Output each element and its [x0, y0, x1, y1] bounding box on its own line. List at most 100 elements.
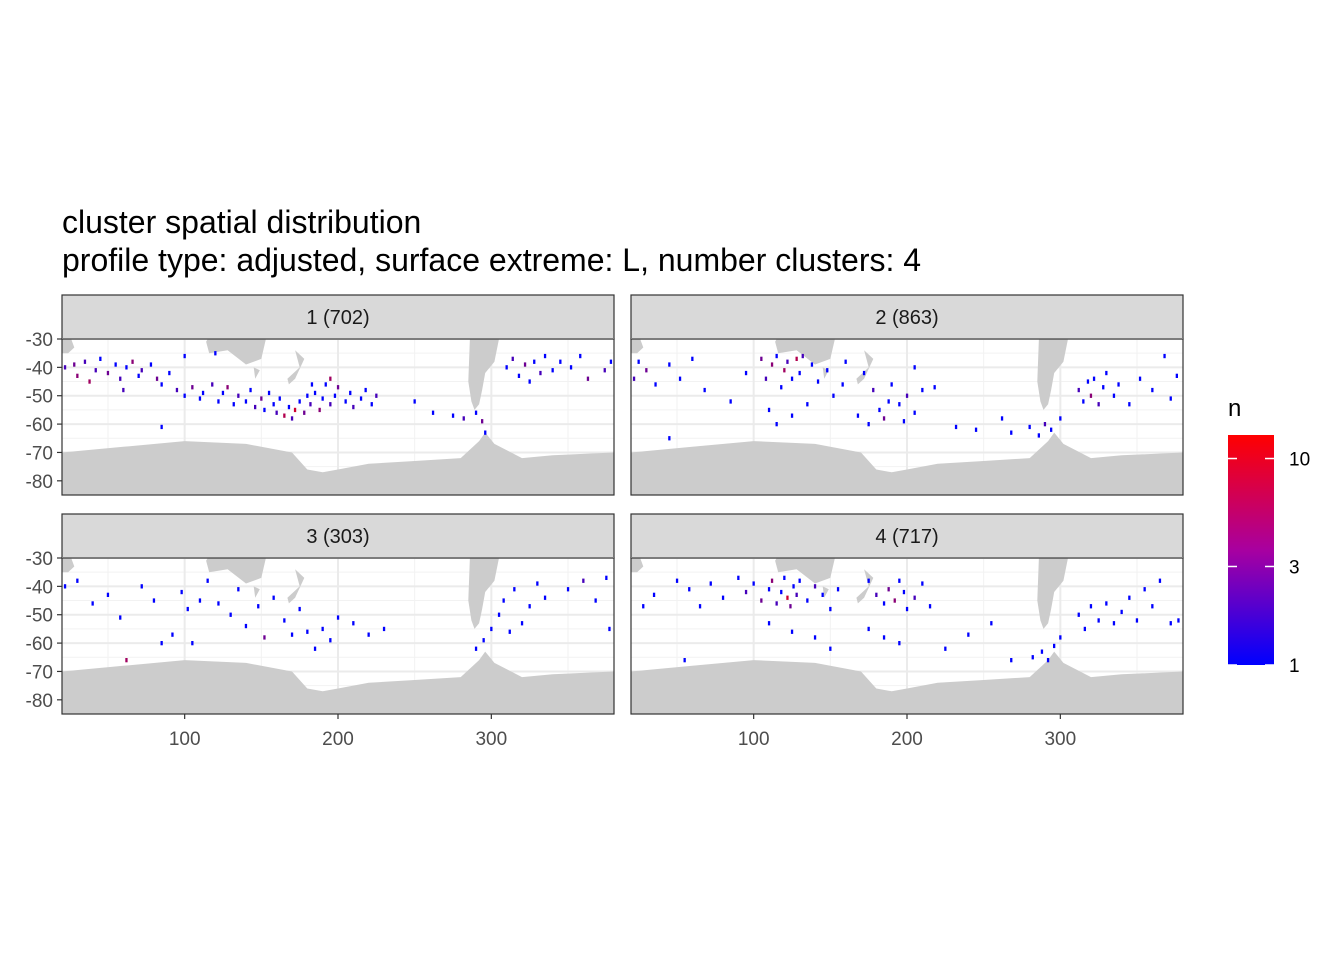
data-cell: [637, 359, 640, 364]
data-cell: [336, 385, 340, 390]
data-cell: [349, 390, 352, 396]
legend-tick-label: 1: [1289, 656, 1300, 677]
data-cell: [844, 359, 847, 364]
data-cell: [160, 424, 163, 430]
data-cell: [306, 393, 309, 398]
facet-strip: [61, 513, 615, 559]
data-cell: [344, 399, 347, 404]
data-cell: [201, 390, 205, 396]
data-cell: [902, 589, 906, 595]
data-cell: [91, 601, 94, 606]
data-cell: [1053, 643, 1056, 649]
data-cell: [913, 595, 916, 600]
data-cell: [137, 373, 140, 378]
data-cell: [160, 382, 163, 387]
data-cell: [789, 604, 792, 609]
data-cell: [798, 370, 801, 376]
data-cell: [160, 641, 163, 646]
y-tick-label: -50: [26, 606, 53, 627]
data-cell: [744, 370, 748, 376]
data-cell: [792, 584, 795, 589]
data-cell: [267, 390, 271, 396]
data-cell: [329, 402, 332, 407]
data-cell: [298, 606, 301, 612]
data-cell: [780, 385, 783, 390]
data-cell: [131, 359, 134, 364]
data-cell: [375, 393, 378, 398]
facet-strip-label: 1 (702): [306, 307, 369, 329]
data-cell: [198, 598, 202, 603]
data-cell: [217, 601, 220, 606]
data-cell: [806, 402, 809, 407]
data-cell: [1010, 430, 1013, 435]
data-cell: [329, 638, 332, 643]
data-cell: [813, 635, 817, 640]
data-cell: [206, 578, 209, 583]
data-cell: [290, 416, 294, 421]
data-cell: [313, 390, 317, 396]
data-cell: [1177, 618, 1180, 623]
chart-title: cluster spatial distribution: [62, 204, 422, 240]
data-cell: [829, 646, 832, 651]
data-cell: [893, 598, 896, 603]
data-cell: [1037, 433, 1040, 438]
data-cell: [528, 604, 531, 609]
data-cell: [249, 387, 252, 393]
data-cell: [122, 387, 125, 393]
data-cell: [632, 376, 636, 381]
y-tick-label: -30: [26, 549, 53, 570]
data-cell: [186, 606, 189, 612]
data-cell: [1000, 416, 1004, 421]
data-cell: [890, 382, 893, 387]
data-cell: [180, 589, 183, 595]
data-cell: [821, 592, 824, 597]
data-cell: [321, 396, 324, 401]
facet-strip: [630, 294, 1184, 340]
data-cell: [333, 393, 337, 398]
data-cell: [1158, 578, 1162, 583]
data-cell: [609, 359, 613, 364]
x-tick-label: 300: [475, 729, 507, 750]
data-cell: [752, 581, 755, 586]
data-cell: [272, 595, 275, 600]
data-cell: [1112, 393, 1116, 398]
data-cell: [867, 626, 870, 632]
y-tick-label: -80: [26, 472, 53, 493]
data-cell: [905, 393, 909, 398]
data-cell: [513, 587, 516, 592]
data-cell: [688, 587, 691, 592]
data-cell: [149, 362, 153, 367]
data-cell: [244, 623, 248, 629]
panel-border: [61, 338, 615, 496]
y-tick-label: -50: [26, 387, 53, 408]
data-cell: [125, 365, 128, 370]
data-cell: [668, 362, 671, 367]
data-cell: [382, 626, 386, 632]
data-cell: [1097, 402, 1100, 407]
data-cell: [775, 422, 778, 427]
data-cell: [237, 393, 240, 398]
y-tick-label: -70: [26, 443, 53, 464]
data-cell: [367, 632, 370, 637]
data-cell: [1105, 601, 1108, 606]
data-cell: [898, 641, 901, 646]
data-cell: [652, 592, 656, 597]
data-cell: [263, 635, 266, 640]
data-cell: [1151, 387, 1154, 393]
data-cell: [155, 376, 159, 381]
data-cell: [1102, 385, 1105, 390]
data-cell: [559, 359, 562, 364]
data-cells: [63, 351, 613, 435]
data-cells: [642, 575, 1180, 663]
data-cell: [1046, 658, 1050, 663]
data-cell: [306, 629, 309, 634]
data-cell: [675, 578, 679, 583]
data-cell: [94, 368, 97, 373]
data-cell: [878, 407, 881, 413]
data-cell: [1077, 387, 1080, 393]
data-cell: [226, 385, 229, 390]
data-cell: [1028, 424, 1031, 430]
data-cell: [313, 646, 317, 651]
data-cell: [898, 578, 901, 583]
data-cell: [63, 584, 67, 589]
